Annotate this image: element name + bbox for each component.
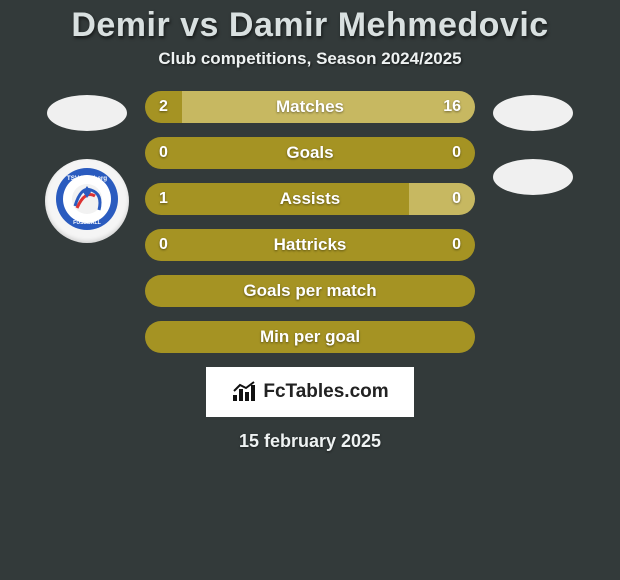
stat-row: 0 Hattricks 0 <box>145 229 475 261</box>
stat-row: Min per goal <box>145 321 475 353</box>
brand-footer[interactable]: FcTables.com <box>206 367 414 417</box>
stat-row: 2 Matches 16 <box>145 91 475 123</box>
svg-text:FUSSBALL: FUSSBALL <box>73 220 101 226</box>
stat-value-left: 1 <box>159 190 168 208</box>
chart-icon <box>231 381 257 403</box>
stat-value-right: 0 <box>452 144 461 162</box>
left-column: TSV Hartberg FUSSBALL <box>45 91 129 243</box>
brand-text: FcTables.com <box>263 381 388 403</box>
stat-value-right: 0 <box>452 236 461 254</box>
stat-row: 0 Goals 0 <box>145 137 475 169</box>
stat-fill-right <box>409 183 475 215</box>
stat-label: Min per goal <box>260 327 360 347</box>
svg-text:TSV Hartberg: TSV Hartberg <box>67 175 107 182</box>
stat-label: Goals per match <box>243 281 376 301</box>
stat-label: Hattricks <box>274 235 347 255</box>
main-area: TSV Hartberg FUSSBALL 2Matches160Goals01… <box>0 91 620 353</box>
stat-value-right: 0 <box>452 190 461 208</box>
player-avatar-right <box>493 95 573 131</box>
comparison-card: Demir vs Damir Mehmedovic Club competiti… <box>0 0 620 452</box>
stat-value-left: 0 <box>159 144 168 162</box>
stat-label: Goals <box>286 143 333 163</box>
stat-label: Matches <box>276 97 344 117</box>
stat-value-left: 0 <box>159 236 168 254</box>
player-avatar-left <box>47 95 127 131</box>
stats-bars: 2 Matches 16 0 Goals 0 1 Assists 0 0 Hattricks 0 Goa… <box>145 91 475 353</box>
club-badge-left: TSV Hartberg FUSSBALL <box>45 159 129 243</box>
footer-date: 15 february 2025 <box>0 431 620 452</box>
stat-row: Goals per match <box>145 275 475 307</box>
stat-value-left: 2 <box>159 98 168 116</box>
stat-value-right: 16 <box>443 98 461 116</box>
club-badge-right <box>493 159 573 195</box>
stat-row: 1 Assists 0 <box>145 183 475 215</box>
page-title: Demir vs Damir Mehmedovic <box>0 6 620 45</box>
right-column <box>491 91 575 195</box>
stat-fill-left <box>145 183 409 215</box>
shield-icon: TSV Hartberg FUSSBALL <box>55 166 119 236</box>
page-subtitle: Club competitions, Season 2024/2025 <box>0 49 620 69</box>
stat-label: Assists <box>280 189 340 209</box>
